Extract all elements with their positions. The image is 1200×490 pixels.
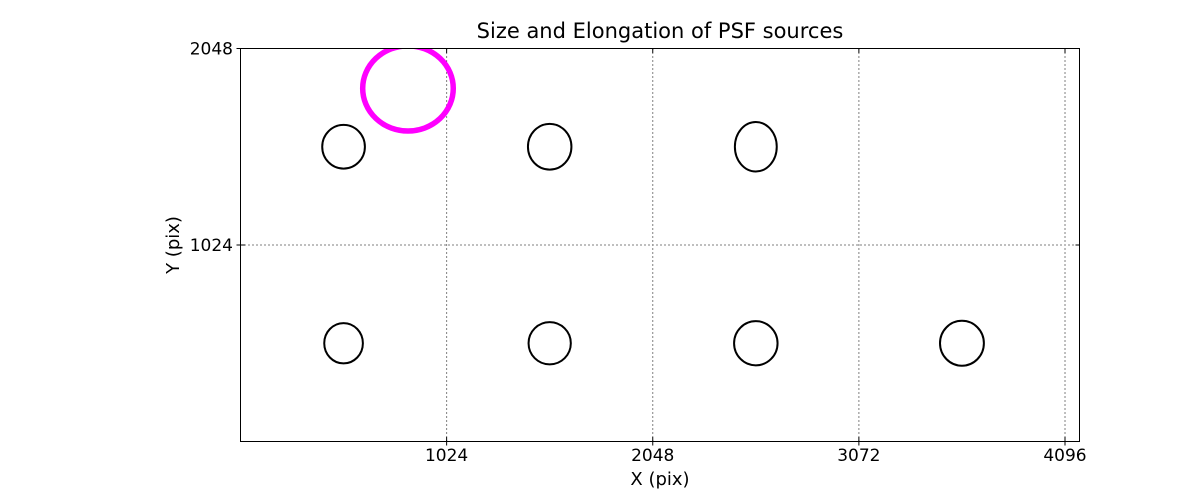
- psf-source: [323, 322, 364, 365]
- x-tick-label-3072: 3072: [837, 446, 880, 466]
- psf-ellipses: [321, 48, 985, 367]
- psf-source: [733, 320, 779, 367]
- psf-source: [733, 120, 778, 173]
- chart-title: Size and Elongation of PSF sources: [477, 19, 844, 43]
- x-tick-label-1024: 1024: [425, 446, 468, 466]
- psf-source: [321, 123, 366, 170]
- highlighted-psf-source: [359, 48, 457, 134]
- x-tick-label-2048: 2048: [631, 446, 674, 466]
- y-tick-labels: 1024 2048: [190, 40, 233, 257]
- y-axis-label: Y (pix): [163, 216, 184, 275]
- psf-source: [526, 122, 573, 171]
- axes-frame: [240, 48, 1080, 442]
- psf-source: [527, 321, 572, 366]
- x-tick-labels: 1024 2048 3072 4096: [425, 446, 1087, 466]
- y-tick-label-2048: 2048: [190, 40, 233, 60]
- y-tick-label-1024: 1024: [190, 236, 233, 256]
- x-axis-label: X (pix): [630, 469, 689, 490]
- x-tick-label-4096: 4096: [1043, 446, 1086, 466]
- axes-background: [240, 48, 1080, 442]
- psf-source: [939, 319, 985, 367]
- gridlines: [240, 48, 1080, 442]
